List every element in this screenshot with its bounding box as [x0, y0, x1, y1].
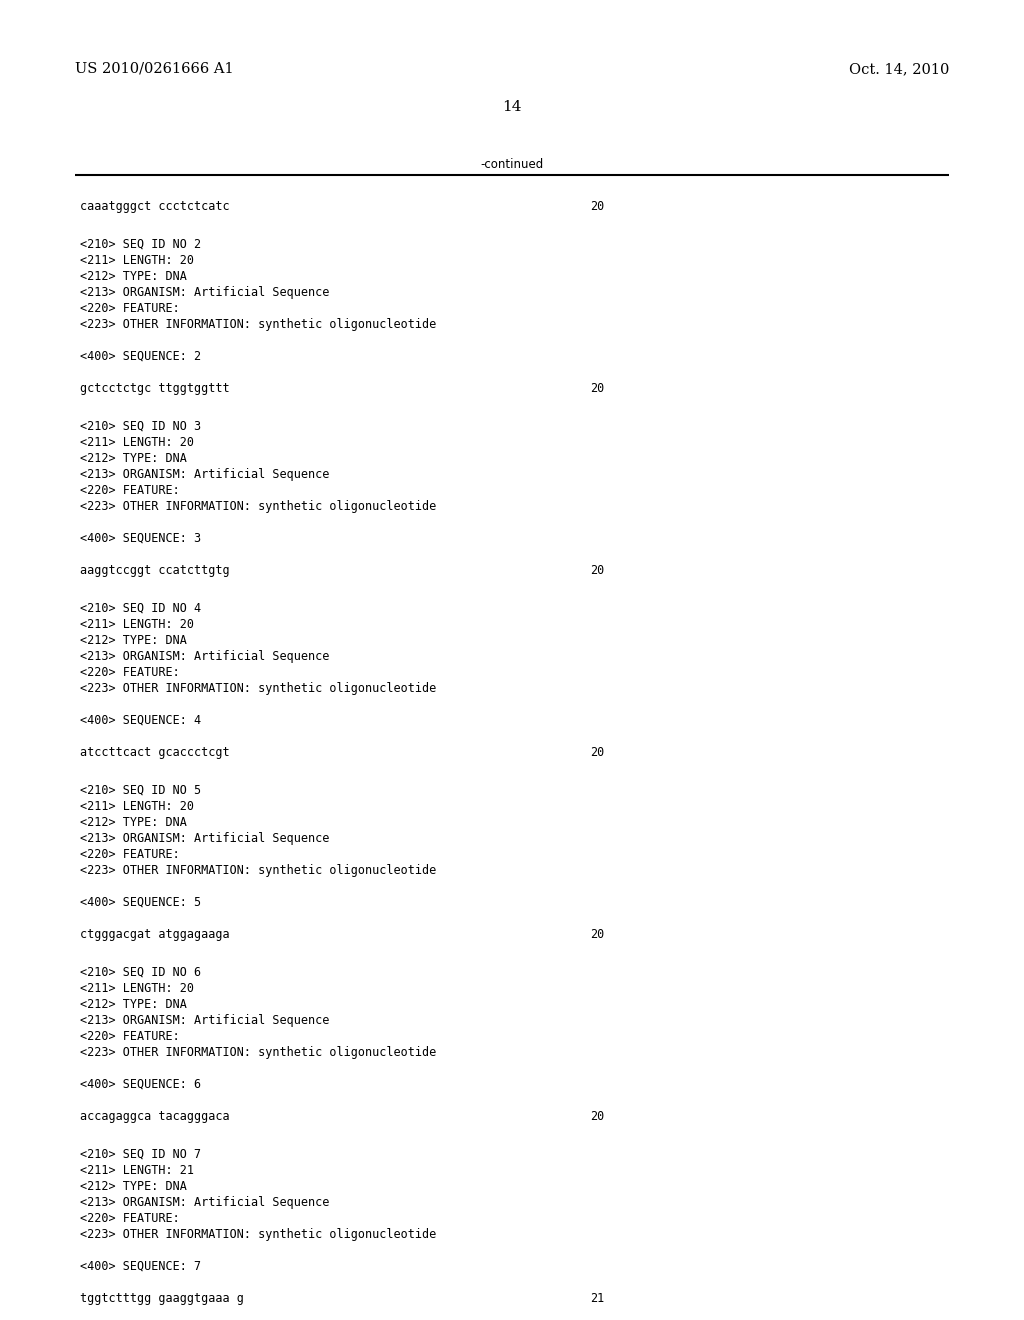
- Text: <210> SEQ ID NO 3: <210> SEQ ID NO 3: [80, 420, 201, 433]
- Text: <213> ORGANISM: Artificial Sequence: <213> ORGANISM: Artificial Sequence: [80, 286, 330, 300]
- Text: <210> SEQ ID NO 4: <210> SEQ ID NO 4: [80, 602, 201, 615]
- Text: <213> ORGANISM: Artificial Sequence: <213> ORGANISM: Artificial Sequence: [80, 1014, 330, 1027]
- Text: <211> LENGTH: 20: <211> LENGTH: 20: [80, 618, 194, 631]
- Text: 20: 20: [590, 381, 604, 395]
- Text: <210> SEQ ID NO 6: <210> SEQ ID NO 6: [80, 966, 201, 979]
- Text: <213> ORGANISM: Artificial Sequence: <213> ORGANISM: Artificial Sequence: [80, 649, 330, 663]
- Text: 20: 20: [590, 928, 604, 941]
- Text: <220> FEATURE:: <220> FEATURE:: [80, 1212, 180, 1225]
- Text: <400> SEQUENCE: 6: <400> SEQUENCE: 6: [80, 1078, 201, 1092]
- Text: <212> TYPE: DNA: <212> TYPE: DNA: [80, 634, 186, 647]
- Text: <400> SEQUENCE: 5: <400> SEQUENCE: 5: [80, 896, 201, 909]
- Text: ctgggacgat atggagaaga: ctgggacgat atggagaaga: [80, 928, 229, 941]
- Text: <223> OTHER INFORMATION: synthetic oligonucleotide: <223> OTHER INFORMATION: synthetic oligo…: [80, 318, 436, 331]
- Text: accagaggca tacagggaca: accagaggca tacagggaca: [80, 1110, 229, 1123]
- Text: <400> SEQUENCE: 7: <400> SEQUENCE: 7: [80, 1261, 201, 1272]
- Text: <213> ORGANISM: Artificial Sequence: <213> ORGANISM: Artificial Sequence: [80, 1196, 330, 1209]
- Text: gctcctctgc ttggtggttt: gctcctctgc ttggtggttt: [80, 381, 229, 395]
- Text: <210> SEQ ID NO 7: <210> SEQ ID NO 7: [80, 1148, 201, 1162]
- Text: <211> LENGTH: 21: <211> LENGTH: 21: [80, 1164, 194, 1177]
- Text: <211> LENGTH: 20: <211> LENGTH: 20: [80, 800, 194, 813]
- Text: <220> FEATURE:: <220> FEATURE:: [80, 847, 180, 861]
- Text: <223> OTHER INFORMATION: synthetic oligonucleotide: <223> OTHER INFORMATION: synthetic oligo…: [80, 500, 436, 513]
- Text: US 2010/0261666 A1: US 2010/0261666 A1: [75, 62, 233, 77]
- Text: atccttcact gcaccctcgt: atccttcact gcaccctcgt: [80, 746, 229, 759]
- Text: <210> SEQ ID NO 2: <210> SEQ ID NO 2: [80, 238, 201, 251]
- Text: -continued: -continued: [480, 158, 544, 172]
- Text: <220> FEATURE:: <220> FEATURE:: [80, 1030, 180, 1043]
- Text: <211> LENGTH: 20: <211> LENGTH: 20: [80, 982, 194, 995]
- Text: 21: 21: [590, 1292, 604, 1305]
- Text: <212> TYPE: DNA: <212> TYPE: DNA: [80, 1180, 186, 1193]
- Text: <223> OTHER INFORMATION: synthetic oligonucleotide: <223> OTHER INFORMATION: synthetic oligo…: [80, 865, 436, 876]
- Text: <400> SEQUENCE: 2: <400> SEQUENCE: 2: [80, 350, 201, 363]
- Text: <223> OTHER INFORMATION: synthetic oligonucleotide: <223> OTHER INFORMATION: synthetic oligo…: [80, 1228, 436, 1241]
- Text: <213> ORGANISM: Artificial Sequence: <213> ORGANISM: Artificial Sequence: [80, 832, 330, 845]
- Text: <220> FEATURE:: <220> FEATURE:: [80, 484, 180, 498]
- Text: aaggtccggt ccatcttgtg: aaggtccggt ccatcttgtg: [80, 564, 229, 577]
- Text: <220> FEATURE:: <220> FEATURE:: [80, 302, 180, 315]
- Text: Oct. 14, 2010: Oct. 14, 2010: [849, 62, 949, 77]
- Text: 20: 20: [590, 1110, 604, 1123]
- Text: <212> TYPE: DNA: <212> TYPE: DNA: [80, 451, 186, 465]
- Text: <212> TYPE: DNA: <212> TYPE: DNA: [80, 998, 186, 1011]
- Text: <211> LENGTH: 20: <211> LENGTH: 20: [80, 253, 194, 267]
- Text: <400> SEQUENCE: 4: <400> SEQUENCE: 4: [80, 714, 201, 727]
- Text: <212> TYPE: DNA: <212> TYPE: DNA: [80, 271, 186, 282]
- Text: <211> LENGTH: 20: <211> LENGTH: 20: [80, 436, 194, 449]
- Text: <223> OTHER INFORMATION: synthetic oligonucleotide: <223> OTHER INFORMATION: synthetic oligo…: [80, 1045, 436, 1059]
- Text: <400> SEQUENCE: 3: <400> SEQUENCE: 3: [80, 532, 201, 545]
- Text: <210> SEQ ID NO 5: <210> SEQ ID NO 5: [80, 784, 201, 797]
- Text: <213> ORGANISM: Artificial Sequence: <213> ORGANISM: Artificial Sequence: [80, 469, 330, 480]
- Text: tggtctttgg gaaggtgaaa g: tggtctttgg gaaggtgaaa g: [80, 1292, 244, 1305]
- Text: 20: 20: [590, 564, 604, 577]
- Text: 20: 20: [590, 201, 604, 213]
- Text: 20: 20: [590, 746, 604, 759]
- Text: <220> FEATURE:: <220> FEATURE:: [80, 667, 180, 678]
- Text: caaatgggct ccctctcatc: caaatgggct ccctctcatc: [80, 201, 229, 213]
- Text: <223> OTHER INFORMATION: synthetic oligonucleotide: <223> OTHER INFORMATION: synthetic oligo…: [80, 682, 436, 696]
- Text: <212> TYPE: DNA: <212> TYPE: DNA: [80, 816, 186, 829]
- Text: 14: 14: [502, 100, 522, 114]
